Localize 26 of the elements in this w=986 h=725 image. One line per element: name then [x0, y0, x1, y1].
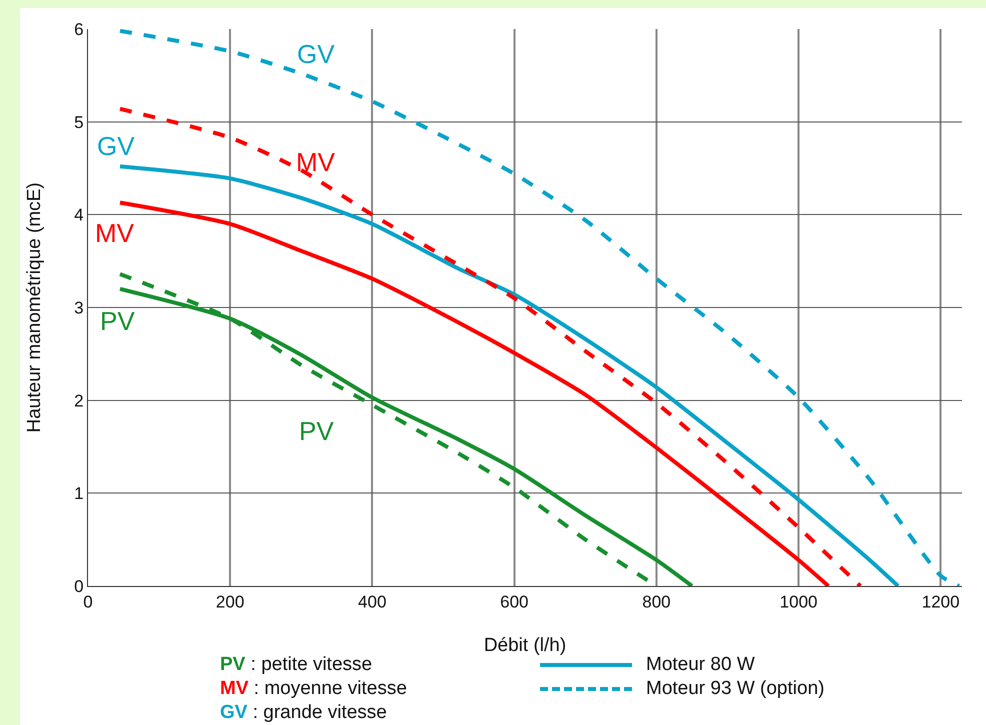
text: Moteur 80 W [646, 653, 755, 677]
series-label: PV [100, 306, 136, 336]
y-axis-title: Hauteur manométrique (mcE) [24, 182, 45, 433]
y-tick-label: 0 [74, 576, 84, 596]
series-label: PV [299, 416, 334, 446]
text: Moteur 93 W (option) [646, 677, 824, 701]
text: PV : petite vitesse [220, 653, 372, 677]
y-tick-label: 5 [74, 112, 84, 132]
x-tick-label: 600 [500, 592, 529, 612]
x-axis-title: Débit (l/h) [484, 635, 566, 656]
x-tick-label: 1200 [922, 592, 960, 612]
y-tick-label: 2 [74, 391, 84, 410]
y-tick-label: 3 [74, 298, 84, 318]
series-label: MV [296, 147, 336, 177]
x-tick-label: 800 [642, 592, 671, 612]
x-tick-label: 400 [358, 592, 386, 612]
series-label: GV [97, 131, 136, 161]
text: MV : moyenne vitesse [220, 677, 407, 701]
x-tick-label: 200 [216, 592, 244, 612]
y-tick-label: 1 [74, 484, 84, 504]
x-tick-label: 1000 [780, 592, 818, 612]
series-label: GV [297, 39, 336, 69]
y-tick-label: 4 [74, 206, 84, 225]
series-label: MV [95, 218, 135, 248]
y-tick-label: 6 [74, 20, 84, 39]
text: GV : grande vitesse [220, 701, 387, 725]
